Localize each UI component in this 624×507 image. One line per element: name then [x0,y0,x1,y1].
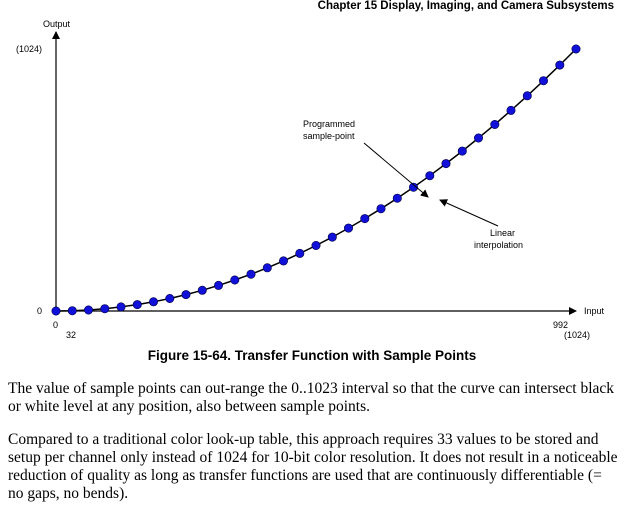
x-tick-end: (1024) [564,330,590,340]
sample-point [490,120,500,130]
sample-point [506,105,516,115]
sample-point [441,159,451,169]
y-tick-origin: 0 [37,306,42,316]
sample-point [230,275,240,285]
transfer-curve [55,48,577,312]
sample-point [425,171,435,181]
sample-point [181,290,191,300]
sample-point [408,182,418,192]
annotation-linear-line1: Linear [490,228,515,238]
sample-point [295,248,305,258]
body-paragraph-1: The value of sample points can out-range… [8,380,615,415]
sample-point [538,76,548,86]
sample-point [197,285,207,295]
annotation-programmed-line2: sample-point [303,131,355,141]
sample-point [100,304,110,314]
sample-point [165,293,175,303]
transfer-function-chart: Output (1024) 0 Input 0 32 992 (1024) Pr… [16,19,605,340]
sample-point [327,232,337,242]
chapter-header: Chapter 15 Display, Imaging, and Camera … [317,0,614,12]
y-axis-label: Output [43,19,71,29]
sample-point [214,280,224,290]
annotation-linear-line2: interpolation [474,240,523,250]
annotation-programmed-line1: Programmed [303,119,355,129]
annotation-programmed-arrow [363,142,429,198]
body-paragraph-2: Compared to a traditional color look-up … [8,431,618,502]
y-tick-max: (1024) [16,44,42,54]
sample-point [311,241,321,251]
sample-point [392,193,402,203]
sample-point [522,91,532,101]
sample-point [67,306,77,316]
sample-point [246,269,256,279]
sample-point [132,300,142,310]
sample-point [376,204,386,214]
sample-points [51,44,581,316]
sample-point [278,256,288,266]
sample-point [571,44,581,54]
sample-point [343,223,353,233]
x-tick-first-sample: 32 [66,330,76,340]
annotation-linear-arrow [439,199,499,227]
sample-point [51,306,61,316]
sample-point [262,263,272,273]
figure-caption: Figure 15-64. Transfer Function with Sam… [147,348,477,363]
x-tick-last-sample: 992 [553,320,568,330]
x-axis-label: Input [584,306,605,316]
sample-point [360,214,370,224]
x-tick-origin: 0 [53,320,58,330]
sample-point [457,146,467,156]
sample-point [149,297,159,307]
sample-point [116,302,126,312]
sample-point [84,305,94,315]
sample-point [473,133,483,143]
sample-point [555,60,565,70]
